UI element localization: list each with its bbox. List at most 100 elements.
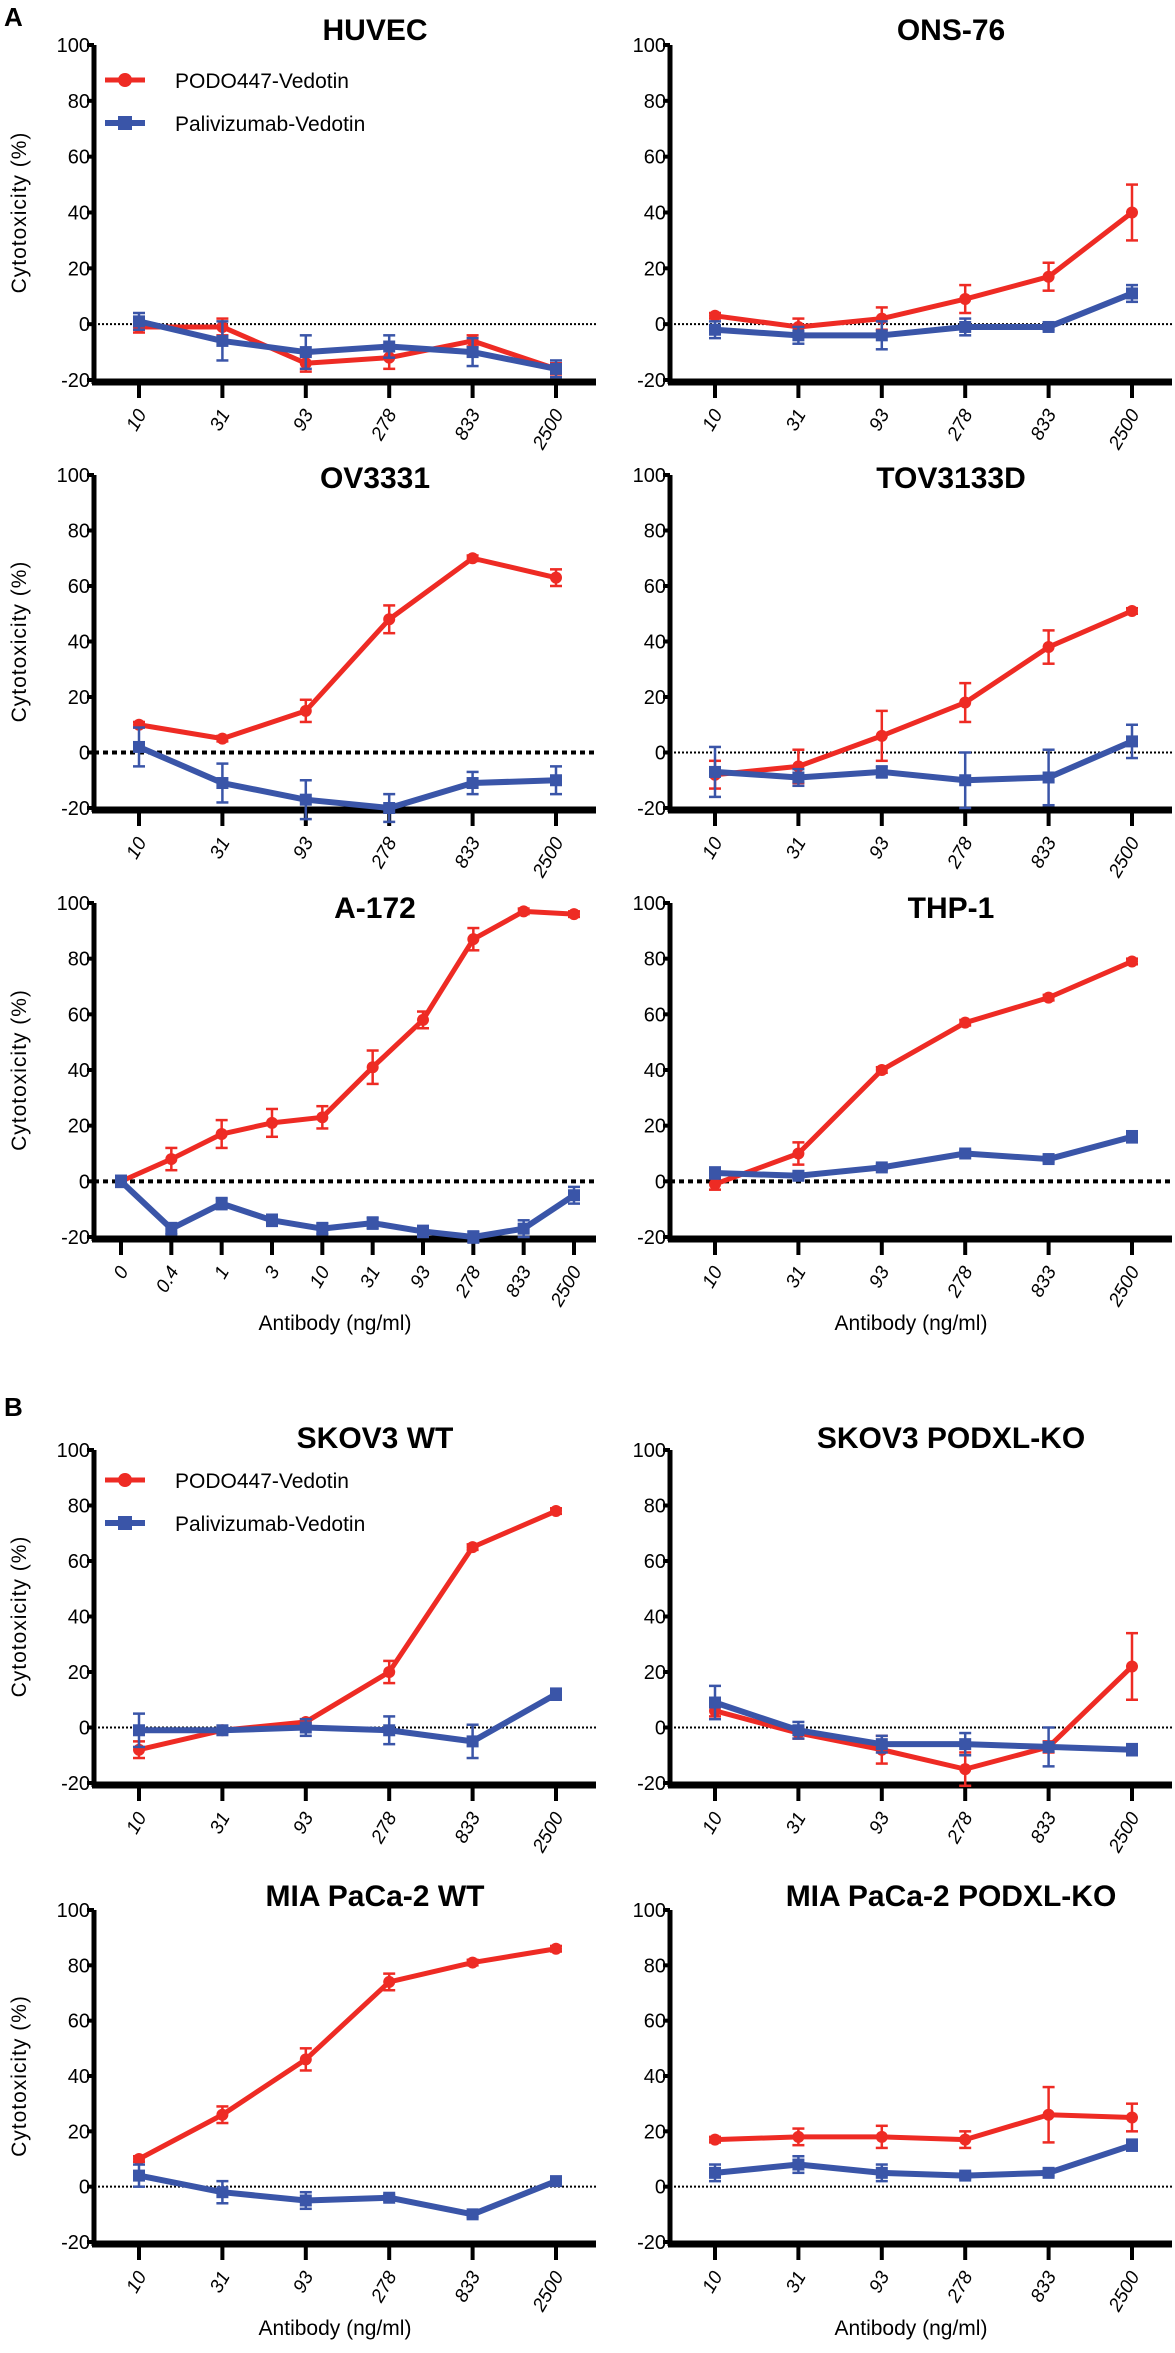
x-tick-label: 2500 <box>529 834 569 882</box>
data-point <box>215 1128 228 1141</box>
x-tick-label: 0 <box>110 1263 134 1283</box>
data-point <box>1126 2111 1138 2124</box>
y-tick-label: 20 <box>68 1662 90 1684</box>
y-tick-label: 100 <box>633 35 666 57</box>
y-tick-label: -20 <box>61 2232 90 2254</box>
data-point <box>467 933 480 946</box>
data-point <box>517 905 530 918</box>
x-tick-label: 833 <box>502 1263 536 1301</box>
data-point <box>709 323 721 336</box>
data-point <box>875 2130 888 2143</box>
data-point <box>550 1505 562 1518</box>
series-line-palivizumab-vedotin <box>714 1133 1133 1179</box>
y-tick-label: -20 <box>637 2232 666 2254</box>
y-tick-label: 40 <box>644 632 666 654</box>
series-palivizumab-vedotin <box>115 1174 580 1244</box>
y-tick-label: 40 <box>68 203 90 225</box>
series-palivizumab-vedotin <box>709 2138 1138 2183</box>
data-point <box>467 1231 480 1243</box>
data-point <box>550 571 562 584</box>
data-point <box>959 2169 972 2182</box>
data-point <box>299 1721 312 1734</box>
x-tick-label: 93 <box>865 834 894 863</box>
y-axis-label: Cytotoxicity (%) <box>8 1536 31 1698</box>
y-tick-label: 20 <box>68 258 90 280</box>
data-point <box>792 2158 805 2171</box>
y-tick-label: 100 <box>57 465 90 487</box>
data-point <box>366 1061 379 1074</box>
data-point <box>133 2169 145 2182</box>
data-point <box>1042 2108 1055 2121</box>
y-tick-label: -20 <box>637 1773 666 1795</box>
x-tick-label: 10 <box>123 834 152 863</box>
data-point <box>366 1217 379 1230</box>
legend-marker-circle <box>118 1473 132 1487</box>
x-tick-label: 833 <box>1027 834 1061 872</box>
y-tick-label: 80 <box>644 91 666 113</box>
series-line-podo447-vedotin <box>714 2112 1133 2143</box>
y-tick-label: 80 <box>644 1496 666 1518</box>
x-tick-label: 278 <box>451 1263 486 1302</box>
series-palivizumab-vedotin <box>709 1129 1138 1182</box>
data-point <box>709 1166 721 1179</box>
x-tick-label: 278 <box>943 834 978 873</box>
y-tick-label: 100 <box>633 893 666 915</box>
y-tick-label: -20 <box>61 798 90 820</box>
data-point <box>1126 1743 1138 1756</box>
data-point <box>1042 991 1055 1004</box>
data-point <box>1126 1130 1138 1143</box>
y-tick-label: 20 <box>68 2121 90 2143</box>
y-tick-label: 20 <box>68 687 90 709</box>
y-tick-label: 20 <box>644 687 666 709</box>
x-tick-label: 2500 <box>529 2268 569 2316</box>
y-tick-label: 0 <box>79 314 90 336</box>
data-point <box>959 293 972 306</box>
data-point <box>466 1541 479 1554</box>
data-point <box>299 793 312 806</box>
x-tick-label: 31 <box>206 406 235 435</box>
legend: PODO447-Vedotin Palivizumab-Vedotin <box>105 1470 365 1536</box>
x-tick-label: 31 <box>782 1809 811 1838</box>
series-palivizumab-vedotin <box>709 723 1138 810</box>
y-tick-label: 80 <box>68 521 90 543</box>
chart-panel-thp-1: THP-1 -20 0 20 40 60 80 100 10 31 93 278 833 2500 Anti… <box>633 892 1172 1335</box>
x-tick-label: 31 <box>356 1263 385 1292</box>
chart-title: TOV3133D <box>876 462 1026 495</box>
chart-title: MIA PaCa-2 PODXL-KO <box>786 1880 1117 1913</box>
chart-title: THP-1 <box>908 892 995 925</box>
x-tick-label: 10 <box>699 2268 728 2297</box>
x-tick-label: 10 <box>123 1809 152 1838</box>
x-tick-label: 93 <box>289 406 318 435</box>
series-palivizumab-vedotin <box>133 726 562 824</box>
series-line-podo447-vedotin <box>714 608 1133 778</box>
series-podo447-vedotin <box>709 1631 1138 1788</box>
data-point <box>1126 1660 1138 1673</box>
y-tick-label: 60 <box>68 1551 90 1573</box>
x-tick-label: 2500 <box>1105 406 1145 454</box>
y-tick-label: 80 <box>644 521 666 543</box>
data-point <box>133 740 145 753</box>
legend-label-palivizumab: Palivizumab-Vedotin <box>175 1513 365 1536</box>
chart-title: SKOV3 PODXL-KO <box>817 1422 1085 1455</box>
data-point <box>1042 771 1055 784</box>
series-palivizumab-vedotin <box>709 283 1138 351</box>
x-tick-label: 2500 <box>1105 1263 1145 1311</box>
x-tick-label: 10 <box>699 834 728 863</box>
x-axis-label: Antibody (ng/ml) <box>259 2317 412 2340</box>
data-point <box>550 2175 562 2188</box>
y-tick-label: 0 <box>79 1171 90 1193</box>
data-point <box>1042 270 1055 283</box>
y-axis-label: Cytotoxicity (%) <box>8 989 31 1151</box>
data-point <box>875 1738 888 1751</box>
y-tick-label: 100 <box>633 1900 666 1922</box>
x-tick-label: 833 <box>451 834 485 872</box>
x-tick-label: 833 <box>1027 406 1061 444</box>
data-point <box>266 1214 278 1227</box>
chart-title: SKOV3 WT <box>297 1422 454 1455</box>
data-point <box>1042 2166 1055 2179</box>
chart-panel-skov3-wt: SKOV3 WT -20 0 20 40 60 80 100 10 31 93 278 833 2500 C… <box>8 1422 596 1857</box>
y-tick-label: 0 <box>655 743 666 765</box>
chart-title: HUVEC <box>322 14 427 47</box>
series-podo447-vedotin <box>133 552 562 745</box>
